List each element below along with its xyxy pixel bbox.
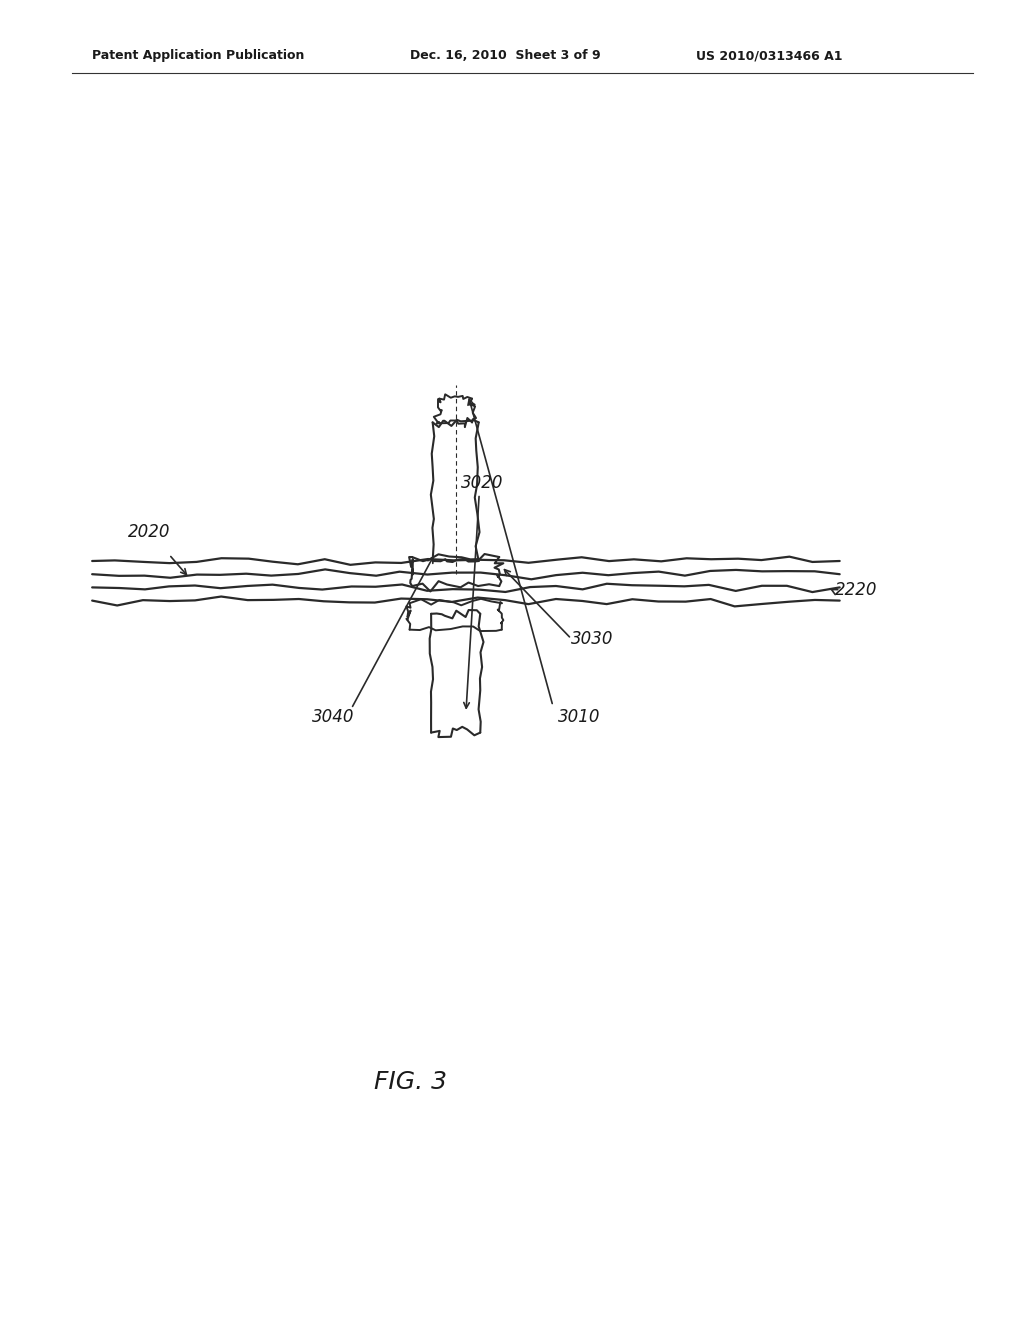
Text: Dec. 16, 2010  Sheet 3 of 9: Dec. 16, 2010 Sheet 3 of 9 <box>410 49 600 62</box>
Text: FIG. 3: FIG. 3 <box>374 1071 446 1094</box>
Text: Patent Application Publication: Patent Application Publication <box>92 49 304 62</box>
Text: 3030: 3030 <box>571 630 614 648</box>
Text: 2020: 2020 <box>128 523 171 541</box>
Text: 2220: 2220 <box>835 581 878 599</box>
Text: 3040: 3040 <box>312 708 355 726</box>
Text: US 2010/0313466 A1: US 2010/0313466 A1 <box>696 49 843 62</box>
Text: 3010: 3010 <box>558 708 601 726</box>
Text: 3020: 3020 <box>461 474 504 492</box>
